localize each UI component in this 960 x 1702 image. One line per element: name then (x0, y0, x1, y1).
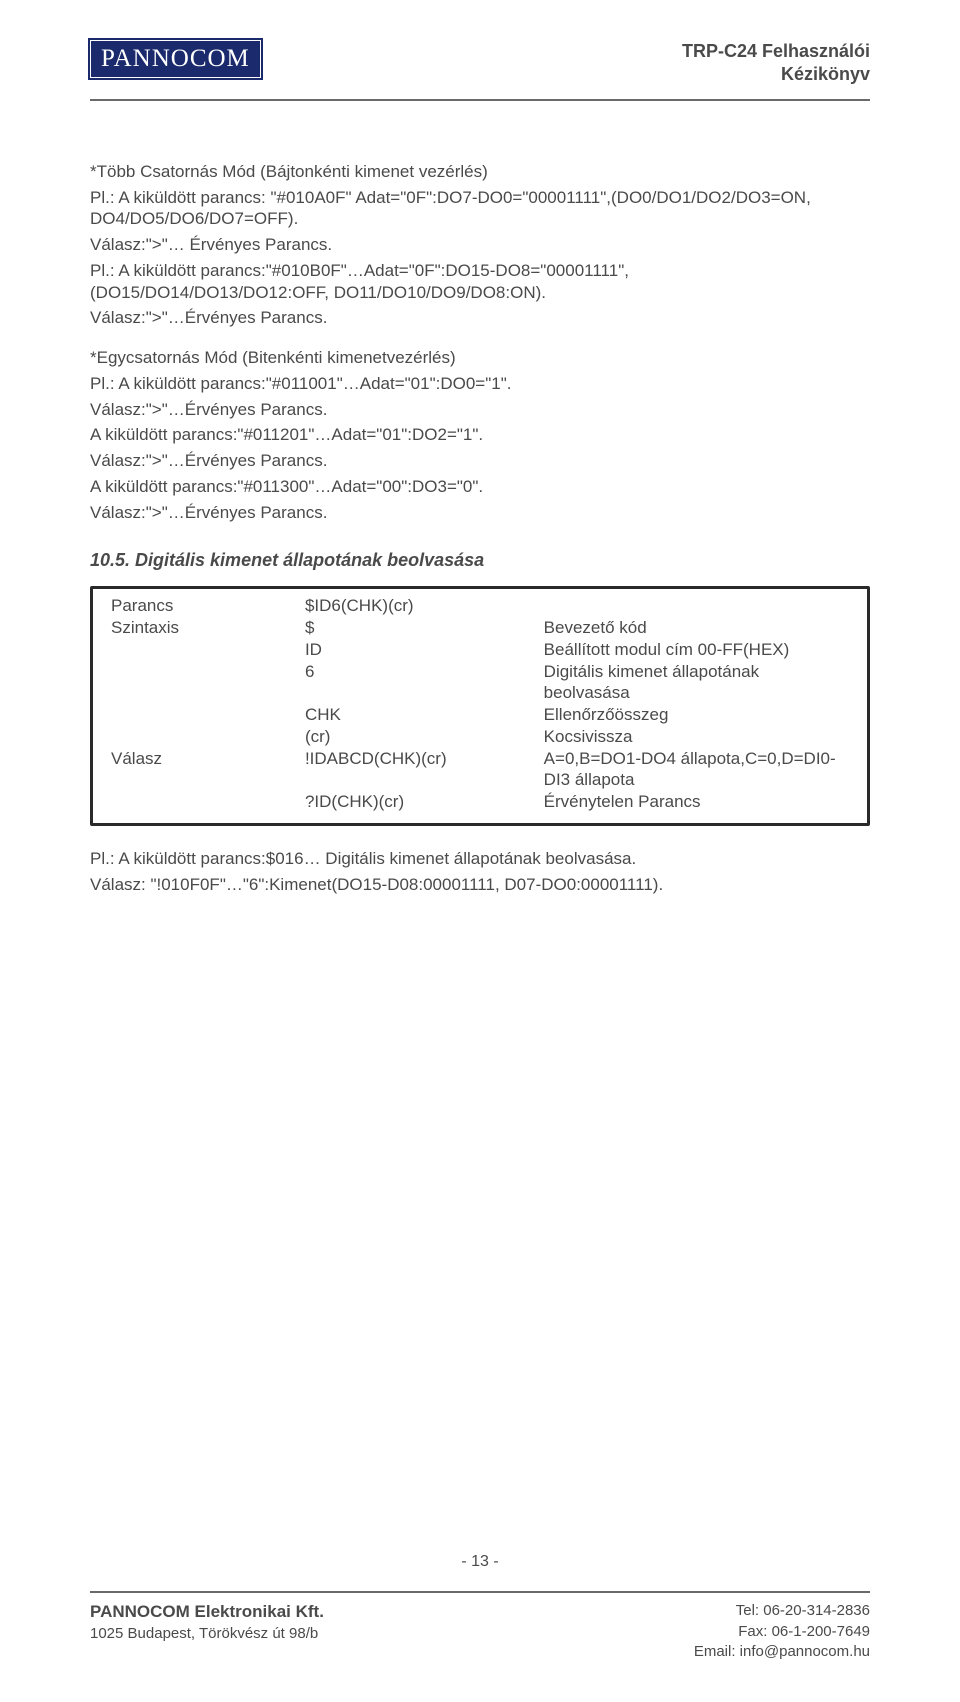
page: PANNOCOM TRP-C24 Felhasználói Kézikönyv … (0, 0, 960, 1702)
footer-right: Tel: 06-20-314-2836 Fax: 06-1-200-7649 E… (694, 1601, 870, 1662)
cell-value: ID (301, 639, 540, 661)
multi-mode-title: *Több Csatornás Mód (Bájtonkénti kimenet… (90, 161, 870, 183)
cell-value: !IDABCD(CHK)(cr) (301, 748, 540, 792)
cell-desc: Bevezető kód (540, 617, 853, 639)
page-number: - 13 - (90, 1553, 870, 1571)
cell-label (107, 791, 301, 813)
cell-value: CHK (301, 704, 540, 726)
multi-line-2: Válasz:">"… Érvényes Parancs. (90, 234, 870, 256)
cell-label: Parancs (107, 595, 301, 617)
cell-desc: Beállított modul cím 00-FF(HEX) (540, 639, 853, 661)
after-line-2: Válasz: "!010F0F"…"6":Kimenet(DO15-D08:0… (90, 874, 870, 896)
cell-value: (cr) (301, 726, 540, 748)
cell-label: Szintaxis (107, 617, 301, 639)
cell-desc: Digitális kimenet állapotának beolvasása (540, 661, 853, 705)
cell-desc (540, 595, 853, 617)
multi-line-4: Válasz:">"…Érvényes Parancs. (90, 307, 870, 329)
cell-label (107, 639, 301, 661)
cell-label: Válasz (107, 748, 301, 792)
cell-label (107, 726, 301, 748)
cell-value: 6 (301, 661, 540, 705)
single-line-1: Pl.: A kiküldött parancs:"#011001"…Adat=… (90, 373, 870, 395)
after-line-1: Pl.: A kiküldött parancs:$016… Digitális… (90, 848, 870, 870)
footer-fax: Fax: 06-1-200-7649 (694, 1622, 870, 1642)
table-row: ?ID(CHK)(cr) Érvénytelen Parancs (107, 791, 853, 813)
footer-address: 1025 Budapest, Törökvész út 98/b (90, 1624, 324, 1644)
header-title-line1: TRP-C24 Felhasználói (682, 40, 870, 63)
table-row: Parancs $ID6(CHK)(cr) (107, 595, 853, 617)
cell-value: $ (301, 617, 540, 639)
table-row: (cr) Kocsivissza (107, 726, 853, 748)
footer-email: Email: info@pannocom.hu (694, 1642, 870, 1662)
single-line-6: Válasz:">"…Érvényes Parancs. (90, 502, 870, 524)
table-row: Szintaxis $ Bevezető kód (107, 617, 853, 639)
table-row: 6 Digitális kimenet állapotának beolvasá… (107, 661, 853, 705)
header-title: TRP-C24 Felhasználói Kézikönyv (682, 40, 870, 87)
cell-value: ?ID(CHK)(cr) (301, 791, 540, 813)
single-line-5: A kiküldött parancs:"#011300"…Adat="00":… (90, 476, 870, 498)
footer-left: PANNOCOM Elektronikai Kft. 1025 Budapest… (90, 1601, 324, 1662)
cell-desc: Kocsivissza (540, 726, 853, 748)
single-line-3: A kiküldött parancs:"#011201"…Adat="01":… (90, 424, 870, 446)
cell-desc: Érvénytelen Parancs (540, 791, 853, 813)
cell-value: $ID6(CHK)(cr) (301, 595, 540, 617)
cell-desc: Ellenőrzőösszeg (540, 704, 853, 726)
logo: PANNOCOM (90, 40, 261, 78)
footer-area: - 13 - PANNOCOM Elektronikai Kft. 1025 B… (90, 1523, 870, 1662)
footer-company: PANNOCOM Elektronikai Kft. (90, 1601, 324, 1624)
header-title-line2: Kézikönyv (682, 63, 870, 86)
header-divider (90, 99, 870, 101)
footer-tel: Tel: 06-20-314-2836 (694, 1601, 870, 1621)
single-line-4: Válasz:">"…Érvényes Parancs. (90, 450, 870, 472)
footer-divider (90, 1591, 870, 1593)
table-row: Válasz !IDABCD(CHK)(cr) A=0,B=DO1-DO4 ál… (107, 748, 853, 792)
cell-label (107, 704, 301, 726)
single-mode-title: *Egycsatornás Mód (Bitenkénti kimenetvez… (90, 347, 870, 369)
cell-desc: A=0,B=DO1-DO4 állapota,C=0,D=DI0-DI3 áll… (540, 748, 853, 792)
table-row: ID Beállított modul cím 00-FF(HEX) (107, 639, 853, 661)
command-table: Parancs $ID6(CHK)(cr) Szintaxis $ Beveze… (107, 595, 853, 813)
table-row: CHK Ellenőrzőösszeg (107, 704, 853, 726)
page-header: PANNOCOM TRP-C24 Felhasználói Kézikönyv (90, 40, 870, 93)
command-table-box: Parancs $ID6(CHK)(cr) Szintaxis $ Beveze… (90, 586, 870, 826)
section-heading: 10.5. Digitális kimenet állapotának beol… (90, 549, 870, 572)
multi-line-1: Pl.: A kiküldött parancs: "#010A0F" Adat… (90, 187, 870, 231)
multi-line-3: Pl.: A kiküldött parancs:"#010B0F"…Adat=… (90, 260, 870, 304)
single-line-2: Válasz:">"…Érvényes Parancs. (90, 399, 870, 421)
cell-label (107, 661, 301, 705)
content: *Több Csatornás Mód (Bájtonkénti kimenet… (90, 161, 870, 1523)
footer: PANNOCOM Elektronikai Kft. 1025 Budapest… (90, 1601, 870, 1662)
